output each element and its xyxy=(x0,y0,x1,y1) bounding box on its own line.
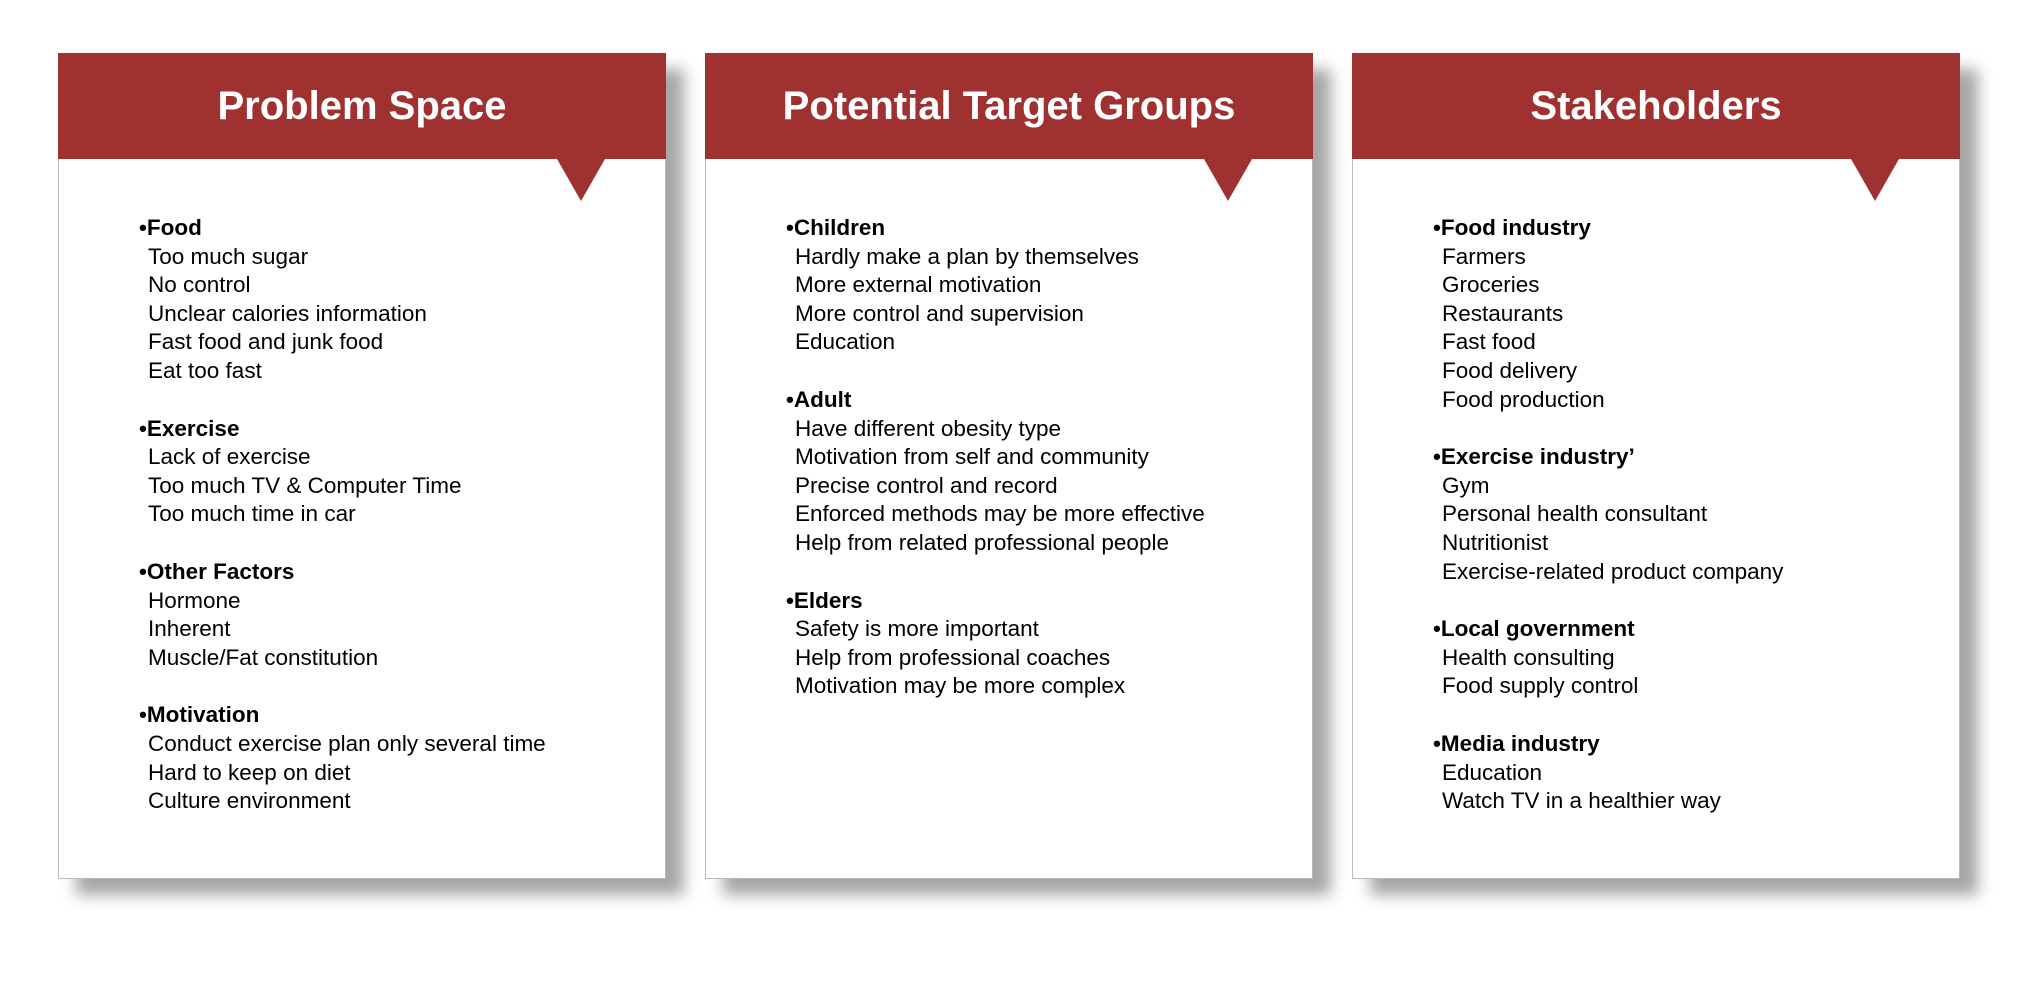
group-items: Safety is more important Help from profe… xyxy=(786,615,1302,701)
list-item: Inherent xyxy=(148,616,231,642)
list-item: Fast food and junk food xyxy=(148,329,384,355)
group-items: Hardly make a plan by themselves More ex… xyxy=(786,243,1302,357)
group-heading: •Motivation xyxy=(139,702,260,728)
header-pointer xyxy=(1851,159,1899,201)
list-item: Too much sugar xyxy=(148,243,309,269)
card-title: Stakeholders xyxy=(1530,84,1782,128)
list-item: Too much TV & Computer Time xyxy=(148,472,462,498)
list-item: Hard to keep on diet xyxy=(148,759,351,785)
list-item: Health consulting xyxy=(1442,644,1615,670)
group-heading: •Food xyxy=(139,215,202,240)
list-item: Enforced methods may be more effective xyxy=(795,501,1205,527)
list-item: More control and supervision xyxy=(795,300,1084,326)
group-items: Hormone Inherent Muscle/Fat constitution xyxy=(139,587,655,673)
list-item: Safety is more important xyxy=(795,616,1039,642)
group-exercise-industry: •Exercise industry’ Gym Personal health … xyxy=(1433,443,1949,586)
group-children: •Children Hardly make a plan by themselv… xyxy=(786,214,1302,357)
list-item: Motivation may be more complex xyxy=(795,673,1126,699)
group-adult: •Adult Have different obesity type Motiv… xyxy=(786,386,1302,558)
list-item: Farmers xyxy=(1442,243,1526,269)
list-item: Conduct exercise plan only several time xyxy=(148,730,546,756)
card-title: Problem Space xyxy=(217,84,507,128)
list-item: Food supply control xyxy=(1442,673,1639,699)
group-items: Gym Personal health consultant Nutrition… xyxy=(1433,472,1949,586)
list-item: Lack of exercise xyxy=(148,444,311,470)
group-heading: •Elders xyxy=(786,587,863,613)
list-item: Help from professional coaches xyxy=(795,644,1111,670)
list-item: Watch TV in a healthier way xyxy=(1442,788,1721,814)
card-header: Potential Target Groups xyxy=(705,53,1313,159)
list-item: No control xyxy=(148,272,251,298)
card-header: Problem Space xyxy=(58,53,666,159)
list-item: Nutritionist xyxy=(1442,529,1549,555)
list-item: Fast food xyxy=(1442,329,1536,355)
list-item: Education xyxy=(795,329,896,355)
group-food: •Food Too much sugar No control Unclear … xyxy=(139,214,655,386)
group-heading: •Children xyxy=(786,215,886,240)
card-body: •Children Hardly make a plan by themselv… xyxy=(786,214,1302,730)
header-pointer xyxy=(1204,159,1252,201)
list-item: Gym xyxy=(1442,472,1490,498)
group-items: Health consulting Food supply control xyxy=(1433,644,1949,701)
group-heading: •Exercise industry’ xyxy=(1433,444,1635,470)
list-item: Muscle/Fat constitution xyxy=(148,644,379,670)
group-heading: •Other Factors xyxy=(139,558,295,584)
list-item: More external motivation xyxy=(795,272,1042,298)
list-item: Education xyxy=(1442,759,1543,785)
card-title: Potential Target Groups xyxy=(782,84,1236,128)
card-potential-target-groups: Potential Target Groups •Children Hardly… xyxy=(705,53,1313,879)
list-item: Precise control and record xyxy=(795,472,1058,498)
group-items: Farmers Groceries Restaurants Fast food … xyxy=(1433,243,1949,415)
group-local-government: •Local government Health consulting Food… xyxy=(1433,615,1949,701)
list-item: Motivation from self and community xyxy=(795,444,1149,470)
list-item: Food production xyxy=(1442,386,1605,412)
group-items: Too much sugar No control Unclear calori… xyxy=(139,243,655,386)
list-item: Food delivery xyxy=(1442,357,1578,383)
group-items: Lack of exercise Too much TV & Computer … xyxy=(139,443,655,529)
card-problem-space: Problem Space •Food Too much sugar No co… xyxy=(58,53,666,879)
list-item: Personal health consultant xyxy=(1442,501,1708,527)
group-items: Education Watch TV in a healthier way xyxy=(1433,759,1949,816)
list-item: Hormone xyxy=(148,587,241,613)
group-motivation: •Motivation Conduct exercise plan only s… xyxy=(139,701,655,815)
list-item: Culture environment xyxy=(148,788,351,814)
card-body: •Food Too much sugar No control Unclear … xyxy=(139,214,655,845)
group-heading: •Local government xyxy=(1433,616,1635,642)
group-media-industry: •Media industry Education Watch TV in a … xyxy=(1433,730,1949,816)
group-food-industry: •Food industry Farmers Groceries Restaur… xyxy=(1433,214,1949,414)
group-other-factors: •Other Factors Hormone Inherent Muscle/F… xyxy=(139,558,655,672)
list-item: Exercise-related product company xyxy=(1442,558,1784,584)
card-body: •Food industry Farmers Groceries Restaur… xyxy=(1433,214,1949,845)
card-header: Stakeholders xyxy=(1352,53,1960,159)
group-exercise: •Exercise Lack of exercise Too much TV &… xyxy=(139,415,655,529)
group-heading: •Food industry xyxy=(1433,215,1591,240)
list-item: Restaurants xyxy=(1442,300,1564,326)
list-item: Groceries xyxy=(1442,272,1540,298)
group-heading: •Exercise xyxy=(139,415,240,441)
list-item: Have different obesity type xyxy=(795,415,1061,441)
group-heading: •Media industry xyxy=(1433,730,1600,756)
header-pointer xyxy=(557,159,605,201)
list-item: Unclear calories information xyxy=(148,300,427,326)
list-item: Hardly make a plan by themselves xyxy=(795,243,1139,269)
card-stakeholders: Stakeholders •Food industry Farmers Groc… xyxy=(1352,53,1960,879)
group-items: Have different obesity type Motivation f… xyxy=(786,415,1302,558)
list-item: Help from related professional people xyxy=(795,529,1169,555)
group-elders: •Elders Safety is more important Help fr… xyxy=(786,587,1302,701)
list-item: Eat too fast xyxy=(148,357,262,383)
group-heading: •Adult xyxy=(786,386,852,412)
group-items: Conduct exercise plan only several time … xyxy=(139,730,655,816)
list-item: Too much time in car xyxy=(148,501,356,527)
